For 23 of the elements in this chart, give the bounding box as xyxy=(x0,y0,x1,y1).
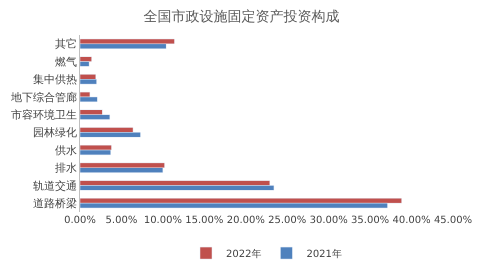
y-tick-label: 供水 xyxy=(54,144,77,157)
x-tick-label: 15.00% xyxy=(185,215,224,226)
x-tick-label: 0.00% xyxy=(64,215,96,226)
x-tick-label: 45.00% xyxy=(434,215,472,226)
y-tick-label: 园林绿化 xyxy=(32,126,77,140)
x-tick-label: 5.00% xyxy=(106,215,138,226)
y-tick-label: 市容环境卫生 xyxy=(10,108,77,122)
y-tick-label: 燃气 xyxy=(54,55,77,68)
x-tick-label: 10.00% xyxy=(144,215,182,226)
y-tick-label: 轨道交通 xyxy=(32,179,77,192)
y-tick-label: 其它 xyxy=(54,38,77,51)
x-tick-label: 30.00% xyxy=(310,215,348,226)
y-tick-label: 排水 xyxy=(54,162,77,175)
y-tick-label: 集中供热 xyxy=(32,73,77,86)
chart-title: 全国市政设施固定资产投资构成 xyxy=(144,8,340,25)
x-tick-label: 20.00% xyxy=(226,215,265,226)
y-tick-label: 道路桥梁 xyxy=(32,197,77,210)
x-tick-label: 40.00% xyxy=(392,215,431,226)
x-tick-label: 25.00% xyxy=(268,215,306,226)
y-tick-label: 地下综合管廊 xyxy=(10,90,77,104)
legend-label: 2021年 xyxy=(306,248,342,260)
x-tick-label: 35.00% xyxy=(351,215,390,226)
legend-label: 2022年 xyxy=(226,248,262,260)
